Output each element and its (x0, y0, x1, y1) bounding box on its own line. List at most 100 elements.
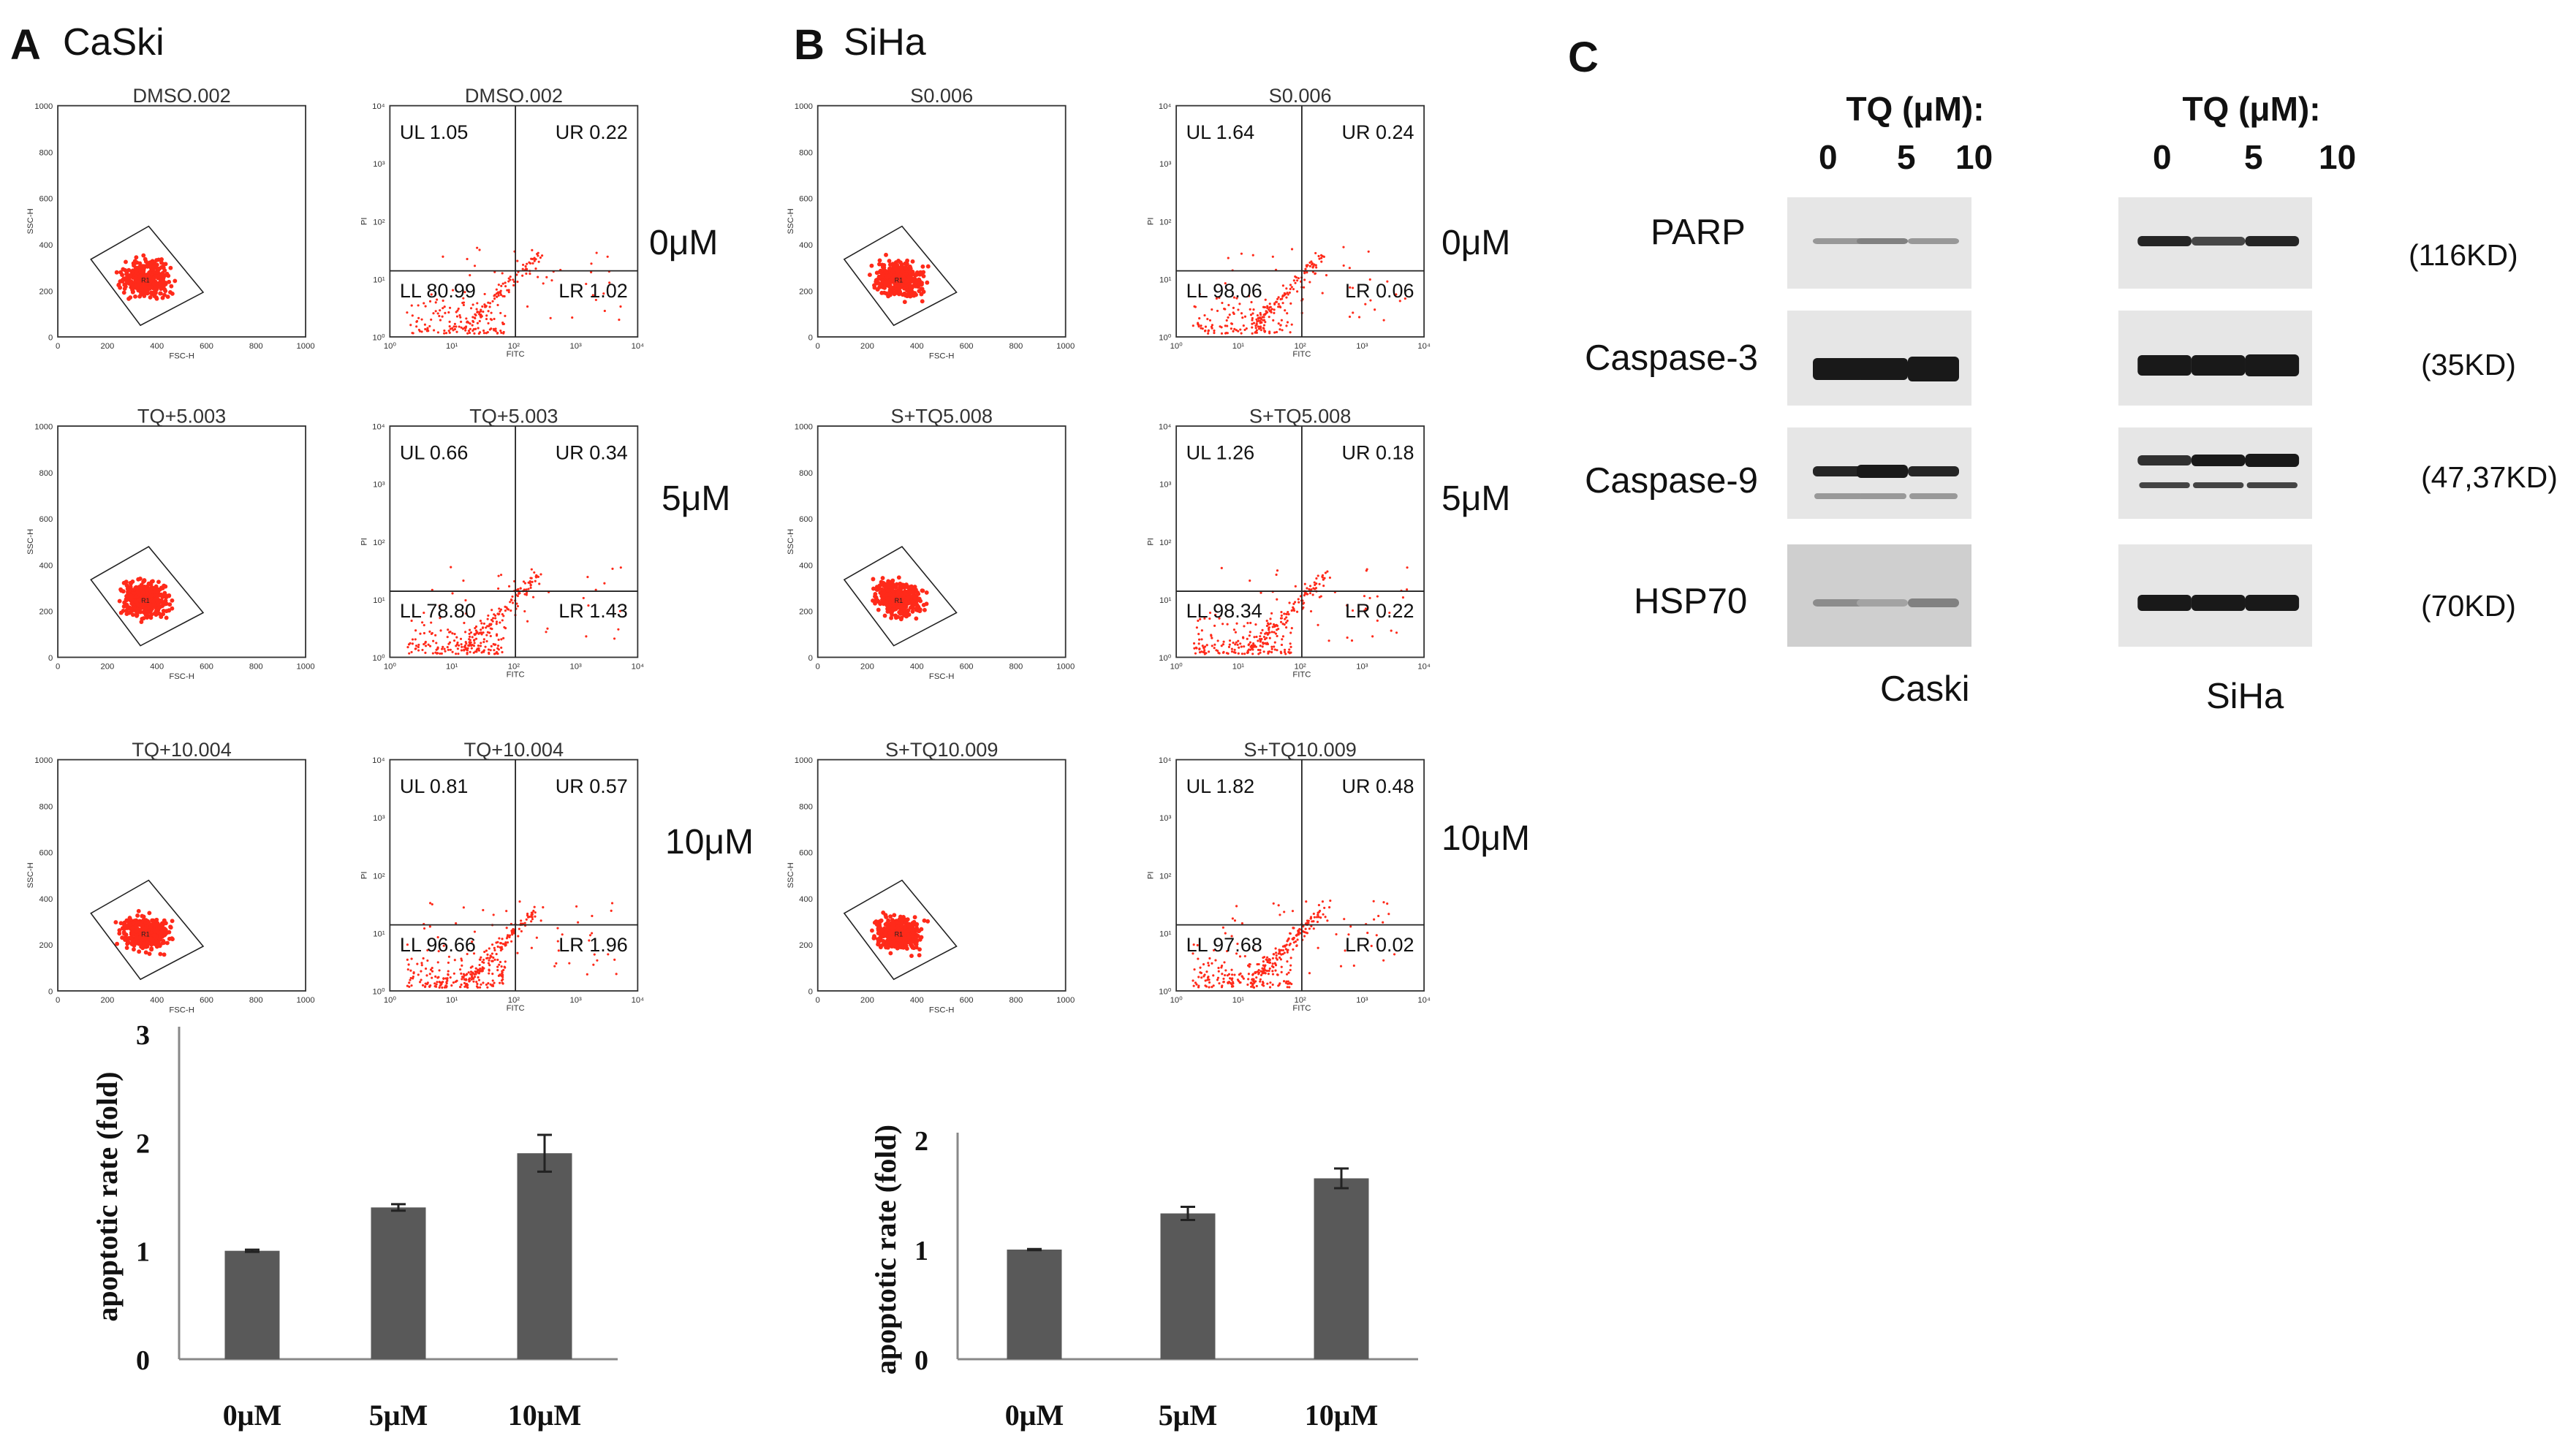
siha-1-scatter-xlabel: FSC-H (929, 672, 955, 681)
caski-2-quad-dot (508, 935, 511, 939)
siha-0-quad-dot (1292, 279, 1295, 282)
siha-0-quad-dot (1262, 324, 1266, 327)
siha-2-quad-dot (1233, 919, 1237, 922)
siha-0-quad-dot (1197, 325, 1200, 328)
siha-0-quad-dot (1224, 324, 1227, 327)
caski-1-quad-dot (538, 582, 541, 585)
siha-1-quad-dot (1268, 628, 1270, 631)
caski-2-scatter-xtick: 0 (56, 996, 60, 1005)
siha-1-quad-dot (1228, 639, 1232, 642)
siha-0-scatter-ytick: 1000 (795, 102, 813, 111)
caski-1-quad-dot (472, 651, 475, 654)
siha-1-quad-dot (1254, 623, 1257, 626)
bar-5μM (371, 1207, 426, 1359)
siha-0-quad-dot (1251, 322, 1254, 325)
siha-0-scatter-dot (903, 261, 908, 266)
caski-1-quad-dot (594, 588, 597, 591)
caski-1-quad-dot (440, 652, 443, 655)
siha-0-quad-dot (1342, 264, 1345, 267)
caski-1-quad-xtick: 10⁰ (384, 662, 397, 671)
caski-0-quad-dot (507, 280, 510, 283)
caski-2-quad-dot (471, 971, 474, 974)
caski-0-quad-dot (501, 322, 504, 326)
caski-2-scatter-dot (153, 923, 158, 928)
wb-hsp70-caski-band (1813, 599, 1864, 607)
siha-1-quad-dot (1365, 568, 1368, 571)
bar-0μM (224, 1250, 280, 1359)
caski-2-quad-dot (499, 949, 502, 952)
siha-1-quad-dot (1276, 598, 1278, 601)
caski-0-quad-dot (469, 327, 471, 330)
caski-0-quad-dot (439, 319, 442, 322)
siha-0-quad-dot (1226, 324, 1229, 327)
caski-1-scatter-dot (142, 578, 147, 583)
siha-0-quad-dot (1403, 297, 1406, 300)
siha-0-scatter-xtick: 200 (860, 342, 874, 351)
siha-2-quad-dot (1285, 973, 1289, 976)
caski-2-quad-dot (481, 969, 484, 973)
caski-0-scatter-dot (161, 275, 166, 280)
siha-1-quad-dot (1318, 582, 1321, 585)
caski-0-quad-dot (423, 302, 425, 305)
siha-0-quad-dot (1273, 311, 1276, 314)
wb-cell-siha: SiHa (2206, 677, 2284, 716)
caski-0-quad-dot (494, 330, 497, 332)
siha-2-quad-dot (1217, 967, 1220, 970)
caski-0-quad-dot (417, 316, 420, 319)
caski-0-quad-ylabel: PI (360, 217, 369, 225)
wb-caspase9-siha-lower-band (2193, 482, 2244, 488)
siha-2-quad-dot (1386, 902, 1389, 905)
caski-1-quad-dot (414, 638, 417, 641)
caski-0-quad-dot (415, 325, 418, 328)
caski-1-gate-label: R1 (141, 597, 150, 604)
siha-0-quad-dot (1230, 327, 1232, 330)
siha-1-quad-dot (1257, 648, 1259, 652)
caski-1-quad-dot (465, 612, 468, 615)
caski-0-quad-dot (531, 262, 534, 265)
siha-0-quad-dot (1318, 257, 1321, 260)
caski-2-quad-ytick: 10⁰ (372, 988, 385, 997)
wb-protein-caspase9: Caspase-9 (1585, 461, 1758, 501)
caski-0-scatter-dot (133, 294, 137, 299)
caski-1-scatter-dot (156, 608, 161, 612)
siha-2-scatter-dot (906, 928, 911, 933)
caski-2-scatter-dot (122, 926, 127, 931)
caski-0-quad-dot (442, 299, 444, 303)
caski-2-scatter-dot (132, 947, 136, 952)
caski-1-scatter-dot (148, 582, 154, 587)
bar-ytick: 1 (914, 1236, 928, 1266)
caski-1-quad-dot (451, 592, 454, 595)
siha-0-quad-dot (1296, 290, 1299, 293)
siha-1-quad-dot (1213, 643, 1216, 646)
caski-0-scatter-dot (132, 262, 137, 267)
siha-2-quad-dot (1229, 981, 1232, 984)
caski-2-gate-label: R1 (141, 930, 150, 938)
siha-0-quad-dot (1194, 305, 1197, 308)
caski-2-quad-dot (467, 978, 471, 981)
siha-1-scatter-dot (881, 593, 886, 598)
siha-0-quad-dot (1240, 332, 1243, 335)
caski-2-quad-dot (593, 953, 596, 956)
siha-2-quad-dot (1274, 947, 1277, 950)
siha-1-scatter-dot (910, 606, 915, 611)
caski-1-quad-xtick: 10² (508, 662, 520, 671)
siha-1-quad-dot (1261, 645, 1264, 648)
caski-1-quad-ytick: 10² (373, 539, 385, 547)
caski-2-quad-dot (607, 953, 610, 956)
caski-1-quad-dot (534, 576, 538, 579)
caski-2-quad-dot (556, 940, 559, 943)
siha-1-quad-dot (1225, 652, 1228, 655)
caski-1-quad-dot (459, 637, 463, 640)
caski-2-quad-dot (508, 934, 512, 937)
siha-0-quad-dot (1303, 272, 1306, 275)
siha-0-scatter-dot (867, 273, 872, 278)
caski-0-quad-dot (521, 274, 524, 277)
caski-1-scatter-xtick: 0 (56, 662, 60, 671)
siha-0-scatter-dot (918, 270, 923, 275)
wb-caspase9-caski-band (1857, 465, 1908, 478)
caski-2-scatter-dot (167, 930, 172, 935)
siha-0-quad-dot (1313, 263, 1316, 266)
caski-2-quad-dot (499, 960, 502, 964)
